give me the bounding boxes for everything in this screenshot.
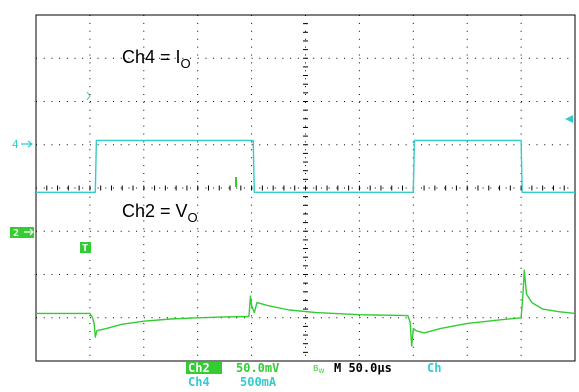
trace-layer xyxy=(36,139,576,347)
readout-timebase: M 50.0µs xyxy=(334,361,392,375)
ch2-ground-marker[interactable]: 2 xyxy=(10,227,34,239)
ch4-marker-arrow-icon xyxy=(21,140,33,148)
ch4-ground-marker[interactable]: 4 xyxy=(12,138,33,151)
readout-ch4-label: Ch4 xyxy=(188,375,210,389)
scope-readout: Ch2 50.0mV BW M 50.0µs Ch Ch4 500mA xyxy=(186,361,441,389)
ch2-marker-label: 2 xyxy=(13,228,19,239)
trace-ch2 xyxy=(36,269,576,347)
readout-ch4-scale: 500mA xyxy=(240,375,277,389)
ch2-marker-box xyxy=(10,227,34,238)
readout-ch2-label: Ch2 xyxy=(188,361,210,375)
trace-ch4 xyxy=(36,139,575,193)
readout-bw-icon: BW xyxy=(313,364,325,375)
ref-arrow-icon xyxy=(565,115,573,123)
readout-trigger-source: Ch xyxy=(427,361,441,375)
ch4-label: Ch4 = IO xyxy=(122,47,191,71)
ch2-marker-arrow-icon xyxy=(24,228,34,236)
ch4-trigger-level-icon xyxy=(86,91,91,101)
readout-ch2-scale: 50.0mV xyxy=(236,361,279,375)
graticule-grid xyxy=(35,14,576,362)
readout-ch2-box xyxy=(186,362,222,374)
trigger-marker-label: T xyxy=(82,243,88,254)
ch4-marker-label: 4 xyxy=(12,138,19,151)
trigger-marker: T xyxy=(80,242,91,254)
trigger-marker-box xyxy=(80,242,91,253)
ch2-label: Ch2 = VO xyxy=(122,201,198,225)
